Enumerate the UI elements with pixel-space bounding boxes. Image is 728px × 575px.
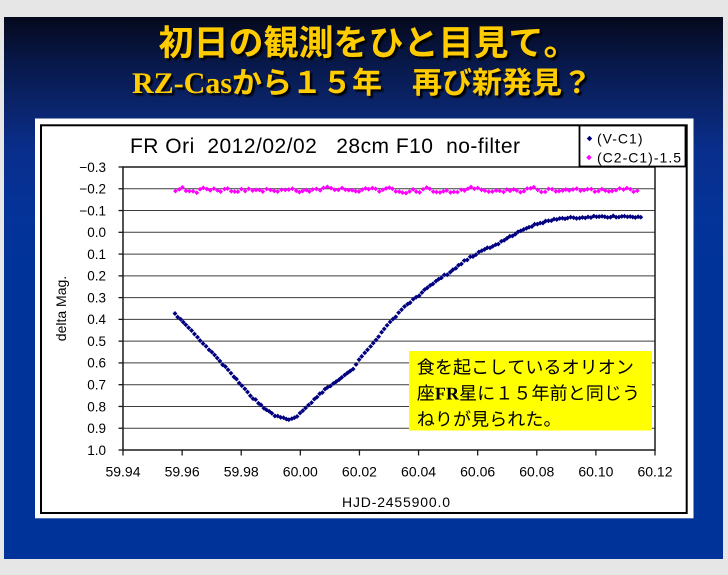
svg-text:0.8: 0.8 <box>87 399 106 414</box>
svg-text:0.3: 0.3 <box>87 290 106 305</box>
svg-text:59.94: 59.94 <box>105 464 140 480</box>
svg-text:0.4: 0.4 <box>87 312 106 327</box>
svg-text:delta Mag.: delta Mag. <box>53 276 69 341</box>
svg-text:−0.3: −0.3 <box>79 160 106 175</box>
svg-text:59.96: 59.96 <box>165 464 200 480</box>
svg-text:60.04: 60.04 <box>401 464 436 480</box>
svg-text:FR Ori 2012/02/02 28cm F10: FR Ori 2012/02/02 28cm F10 no-filter <box>130 135 520 158</box>
svg-text:60.06: 60.06 <box>460 464 495 480</box>
svg-text:60.08: 60.08 <box>519 464 554 480</box>
svg-text:0.1: 0.1 <box>87 247 106 262</box>
svg-text:0.0: 0.0 <box>87 225 106 240</box>
svg-text:1.0: 1.0 <box>87 443 106 458</box>
svg-text:−0.1: −0.1 <box>79 203 106 218</box>
svg-text:(V-C1): (V-C1) <box>597 131 643 147</box>
svg-text:59.98: 59.98 <box>224 464 259 480</box>
svg-text:0.7: 0.7 <box>87 377 106 392</box>
svg-text:0.9: 0.9 <box>87 421 106 436</box>
svg-text:0.2: 0.2 <box>87 269 106 284</box>
svg-text:0.6: 0.6 <box>87 356 106 371</box>
svg-text:HJD-2455900.0: HJD-2455900.0 <box>342 494 450 510</box>
svg-text:0.5: 0.5 <box>87 334 106 349</box>
svg-text:60.10: 60.10 <box>578 464 613 480</box>
svg-text:60.12: 60.12 <box>637 464 672 480</box>
svg-text:60.02: 60.02 <box>342 464 377 480</box>
svg-text:(C2-C1)-1.5: (C2-C1)-1.5 <box>597 150 681 166</box>
svg-text:−0.2: −0.2 <box>79 182 106 197</box>
svg-text:60.00: 60.00 <box>283 464 318 480</box>
